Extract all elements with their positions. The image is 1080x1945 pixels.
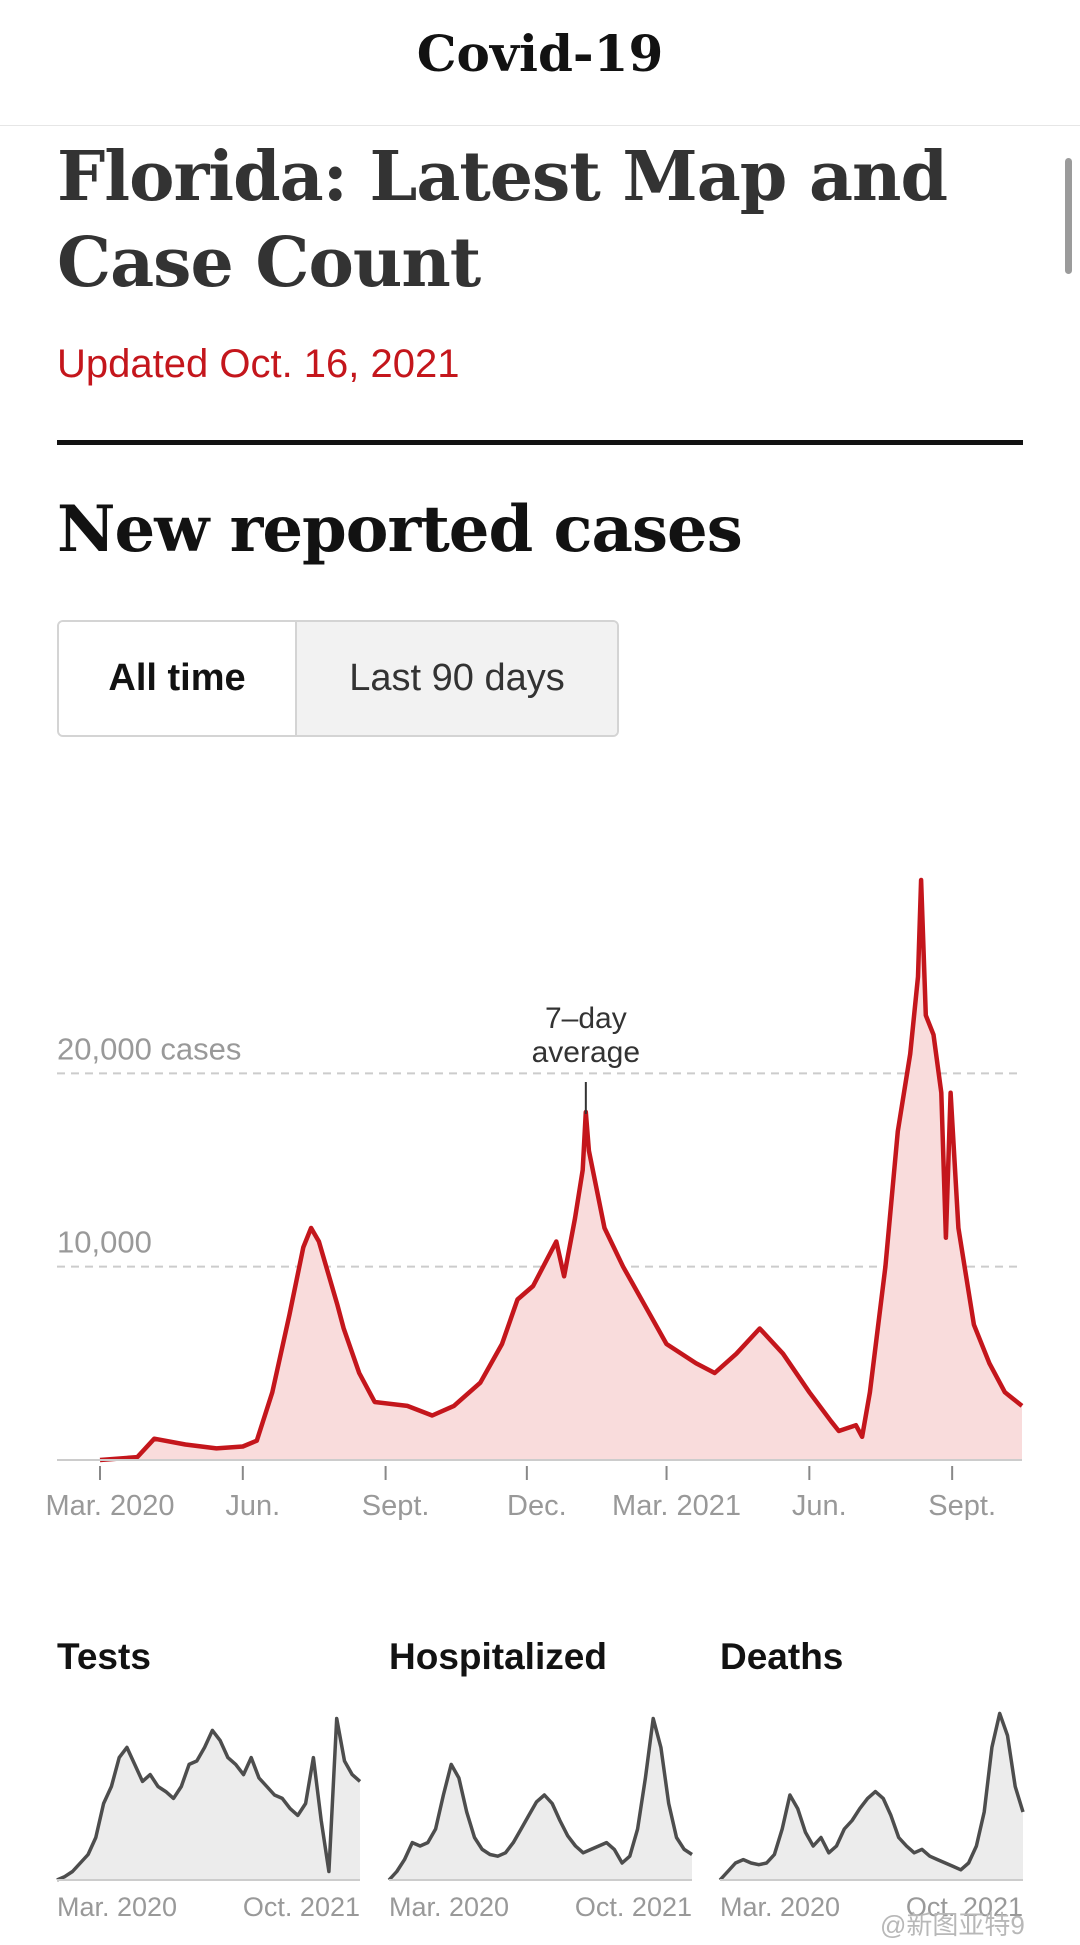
tests-mini-chart: Mar. 2020 Oct. 2021 [56, 1716, 362, 1920]
mini-line [387, 1716, 693, 1882]
hospitalized-chart-title: Hospitalized [389, 1636, 607, 1677]
watermark-text: @新图亚特9 [880, 1910, 1025, 1940]
x-tick-label: Sept. [928, 1490, 996, 1520]
mini-x-label-start: Mar. 2020 [389, 1892, 509, 1920]
cases-area [100, 880, 1022, 1460]
deaths-mini-chart: Mar. 2020 Oct. 2021 [718, 1711, 1025, 1920]
mini-x-label-start: Mar. 2020 [57, 1892, 177, 1920]
y-tick-label: 20,000 cases [57, 1031, 241, 1066]
scrollbar-thumb[interactable] [1065, 158, 1072, 274]
mini-line [56, 1716, 362, 1882]
section-brand-title[interactable]: Covid-19 [416, 24, 664, 83]
toggle-last-90-days-button[interactable]: Last 90 days [297, 622, 617, 735]
annotation-label-line1: 7–day [545, 1002, 627, 1035]
x-tick-label: Mar. 2020 [46, 1490, 175, 1520]
x-tick-label: Sept. [362, 1490, 430, 1520]
updated-timestamp: Updated Oct. 16, 2021 [57, 342, 460, 386]
mini-area [57, 1718, 360, 1880]
section-divider [57, 440, 1023, 445]
deaths-chart-title: Deaths [720, 1636, 844, 1677]
mini-x-label-start: Mar. 2020 [720, 1892, 840, 1920]
mini-x-label-end: Oct. 2021 [906, 1892, 1023, 1920]
top-bar: Covid-19 [0, 0, 1080, 126]
annotation-label-line2: average [532, 1036, 640, 1069]
cases-7-day-average-line [99, 877, 1024, 1463]
time-range-toggle: All time Last 90 days [57, 620, 619, 737]
y-tick-label: 10,000 [57, 1225, 152, 1260]
tests-chart-title: Tests [57, 1636, 151, 1677]
hospitalized-mini-chart: Mar. 2020 Oct. 2021 [387, 1716, 693, 1920]
x-tick-label: Mar. 2021 [612, 1490, 741, 1520]
x-tick-label: Jun. [225, 1490, 280, 1520]
mini-line [718, 1711, 1025, 1882]
x-tick-label: Jun. [792, 1490, 847, 1520]
mini-x-label-end: Oct. 2021 [575, 1892, 692, 1920]
mini-x-label-end: Oct. 2021 [243, 1892, 360, 1920]
x-tick-label: Dec. [507, 1490, 567, 1520]
section-title: New reported cases [57, 492, 743, 567]
new-cases-chart: 10,000 20,000 cases Mar. 2020 Jun. Sept. Dec.… [46, 877, 1024, 1520]
article-headline: Florida: Latest Map and Case Count [57, 137, 948, 303]
toggle-all-time-button[interactable]: All time [59, 622, 297, 735]
